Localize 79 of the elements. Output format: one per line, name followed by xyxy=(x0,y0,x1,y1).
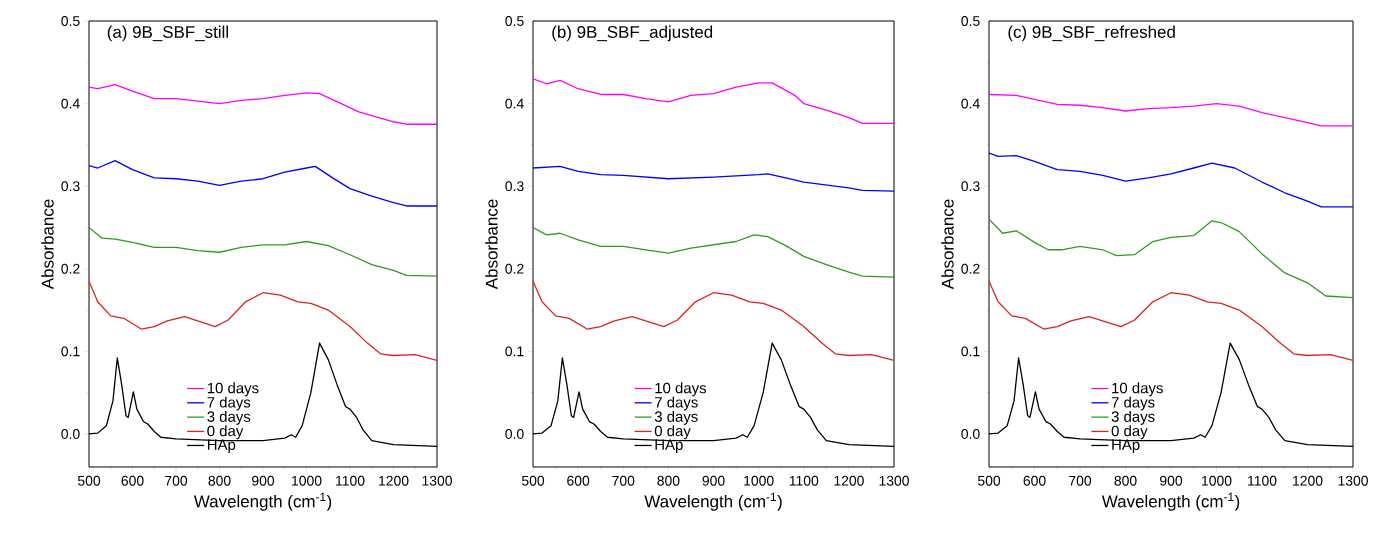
y-tick-label: 0.3 xyxy=(61,181,80,192)
x-axis-title: Wavelength (cm$^{-1}$) xyxy=(1101,492,1240,511)
y-tick-label: 0.5 xyxy=(505,16,524,26)
line-series xyxy=(989,218,1354,299)
y-tick-label: 0.0 xyxy=(961,429,980,439)
x-tick-label: 900 xyxy=(702,475,725,486)
x-axis-title: Wavelength (cm$^{-1}$) xyxy=(193,492,332,511)
x-tick-label: 1200 xyxy=(379,475,409,486)
y-axis-title: Absorbance xyxy=(941,199,954,290)
line-series xyxy=(989,280,1354,362)
line-series xyxy=(533,78,895,125)
x-tick-label: 1200 xyxy=(834,475,864,486)
x-tick-label: 1300 xyxy=(422,475,452,486)
y-tick-label: 0.2 xyxy=(961,263,980,274)
legend-label: 3 days xyxy=(654,410,698,425)
x-tick-label: 1100 xyxy=(1248,475,1277,486)
x-tick-label: 1200 xyxy=(1293,475,1323,486)
y-tick-label: 0.5 xyxy=(61,16,80,26)
legend-label: 0 day xyxy=(1111,425,1148,440)
x-tick-label: 600 xyxy=(121,475,144,486)
legend-label: 10 days xyxy=(1112,382,1163,397)
y-tick-label: 0.4 xyxy=(505,98,524,109)
chart-title: (c) 9B_SBF_refreshed xyxy=(1008,25,1175,42)
x-tick-label: 1100 xyxy=(789,475,819,486)
x-tick-label: 1100 xyxy=(336,475,365,486)
legend-label: 7 days xyxy=(1111,396,1155,411)
y-axis-title: Absorbance xyxy=(41,199,54,290)
y-tick-label: 0.2 xyxy=(505,263,524,274)
x-tick-label: 500 xyxy=(77,475,101,486)
x-tick-label: 500 xyxy=(521,475,545,486)
legend-label: HAp xyxy=(207,439,236,453)
line-series xyxy=(533,165,895,192)
legend-label: HAp xyxy=(655,439,683,453)
y-tick-label: 0.1 xyxy=(61,346,80,357)
y-tick-label: 0.1 xyxy=(505,346,524,357)
chart-title: (b) 9B_SBF_adjusted xyxy=(552,25,713,42)
x-tick-label: 1300 xyxy=(1338,475,1368,486)
legend-label: 3 days xyxy=(1111,410,1155,425)
chart-title: (a) 9B_SBF_still xyxy=(107,25,228,42)
x-tick-label: 1000 xyxy=(1202,475,1232,486)
x-tick-label: 700 xyxy=(1069,475,1092,486)
y-tick-label: 0.2 xyxy=(61,263,80,274)
y-tick-label: 0.3 xyxy=(505,181,524,192)
x-tick-label: 900 xyxy=(252,475,275,486)
line-series xyxy=(89,280,438,362)
legend-label: 3 days xyxy=(207,410,251,425)
line-series xyxy=(989,93,1354,127)
x-tick-label: 800 xyxy=(208,475,231,486)
x-tick-label: 600 xyxy=(1023,475,1046,486)
y-tick-label: 0.4 xyxy=(961,98,980,109)
x-tick-label: 800 xyxy=(657,475,680,486)
x-tick-label: 600 xyxy=(567,475,590,486)
y-tick-label: 0.1 xyxy=(961,346,980,357)
legend-label: 10 days xyxy=(207,382,259,397)
legend-label: 7 days xyxy=(655,396,698,411)
y-tick-label: 0.0 xyxy=(61,429,80,439)
line-series xyxy=(989,152,1354,208)
y-tick-label: 0.3 xyxy=(961,181,980,192)
line-series xyxy=(89,159,438,207)
x-tick-label: 700 xyxy=(612,475,635,486)
legend-label: 0 day xyxy=(207,425,244,440)
legend-label: HAp xyxy=(1112,439,1140,453)
x-tick-label: 1000 xyxy=(744,475,774,486)
y-axis-title: Absorbance xyxy=(485,199,498,290)
x-axis-title: Wavelength (cm$^{-1}$) xyxy=(644,492,782,511)
line-series xyxy=(89,226,438,277)
x-tick-label: 700 xyxy=(165,475,188,486)
x-tick-label: 1300 xyxy=(879,475,909,486)
y-tick-label: 0.5 xyxy=(961,16,980,26)
legend-label: 7 days xyxy=(207,396,251,411)
legend-label: 10 days xyxy=(655,382,707,397)
y-tick-label: 0.0 xyxy=(505,429,524,439)
x-tick-label: 800 xyxy=(1114,475,1137,486)
x-tick-label: 900 xyxy=(1160,475,1183,486)
line-series xyxy=(533,280,895,362)
legend-label: 0 day xyxy=(654,425,691,440)
x-tick-label: 1000 xyxy=(292,475,322,486)
x-tick-label: 500 xyxy=(977,475,1001,486)
y-tick-label: 0.4 xyxy=(61,98,80,109)
